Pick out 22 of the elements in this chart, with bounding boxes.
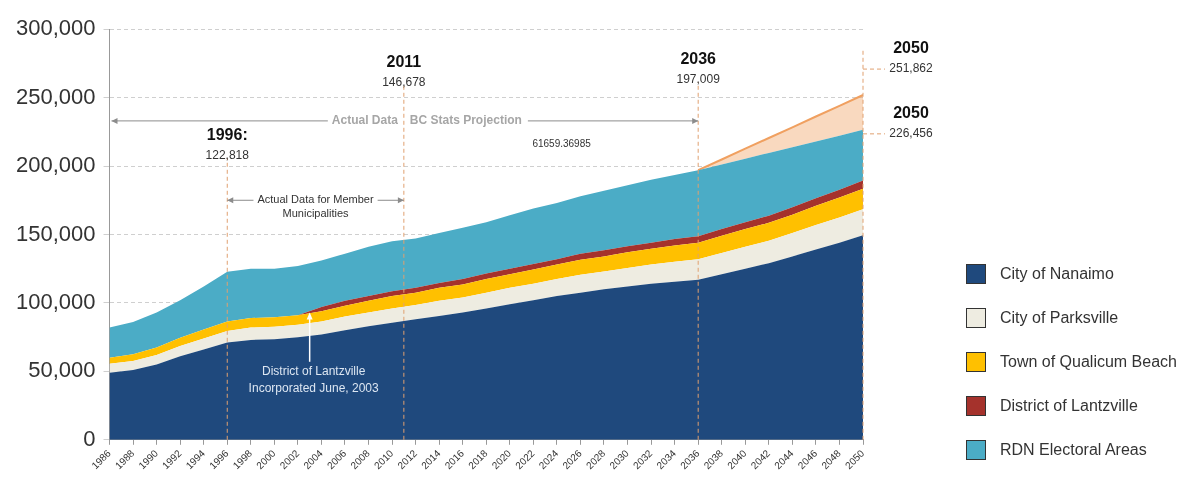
y-tick-label: 200,000 bbox=[15, 152, 96, 178]
annotation: 2011 146,678 bbox=[382, 53, 426, 90]
y-tick-label: 0 bbox=[83, 425, 96, 451]
y-tick-label: 250,000 bbox=[15, 83, 96, 109]
y-tick-label: 150,000 bbox=[15, 220, 96, 246]
y-tick-label: 100,000 bbox=[15, 288, 96, 314]
annotation: 1996: 122,818 bbox=[205, 126, 250, 163]
annotation: 2050 251,862 bbox=[889, 39, 934, 76]
annotation: District of Lantzville Incorporated June, 2003 bbox=[248, 364, 380, 396]
annotation: 2050 226,456 bbox=[889, 104, 934, 141]
legend-label: Town of Qualicum Beach bbox=[1000, 353, 1177, 371]
legend-label: City of Parksville bbox=[1000, 309, 1119, 327]
annotation: Actual Data bbox=[331, 113, 399, 128]
y-tick-label: 50,000 bbox=[28, 357, 96, 383]
y-tick-label: 300,000 bbox=[15, 15, 96, 41]
annotation: Actual Data for Member Municipalities bbox=[257, 193, 374, 220]
legend-label: City of Nanaimo bbox=[1000, 265, 1114, 283]
annotation: 2036 197,009 bbox=[676, 50, 721, 87]
annotation: BC Stats Projection bbox=[409, 113, 522, 128]
legend-label: RDN Electoral Areas bbox=[1000, 441, 1147, 459]
annotation: 61659.36985 bbox=[532, 137, 592, 149]
legend-label: District of Lantzville bbox=[1000, 397, 1138, 415]
